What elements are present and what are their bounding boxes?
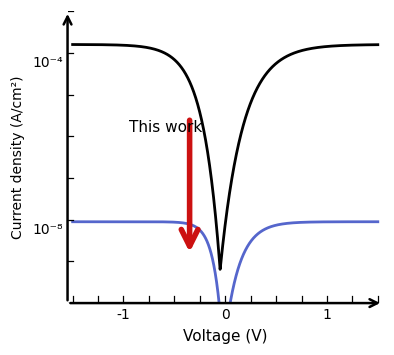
Text: This work: This work xyxy=(128,120,202,135)
X-axis label: Voltage (V): Voltage (V) xyxy=(183,329,268,344)
Y-axis label: Current density (A/cm²): Current density (A/cm²) xyxy=(11,75,25,239)
